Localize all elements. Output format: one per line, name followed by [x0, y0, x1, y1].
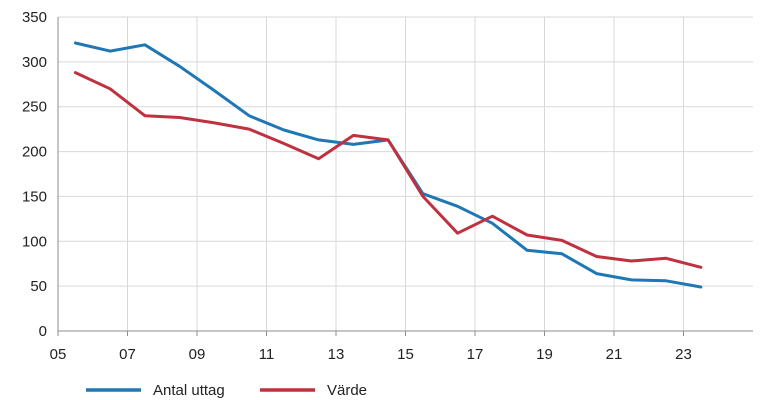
y-tick-label: 150 — [22, 188, 47, 205]
x-tick-label: 19 — [536, 346, 553, 363]
y-tick-label: 100 — [22, 233, 47, 250]
y-tick-label: 300 — [22, 54, 47, 71]
legend: Antal uttag Värde — [86, 382, 367, 399]
x-tick-label: 21 — [606, 346, 623, 363]
x-tick-label: 11 — [259, 346, 275, 363]
x-tick-label: 13 — [328, 346, 345, 363]
y-tick-label: 350 — [22, 9, 47, 26]
y-tick-label: 0 — [39, 323, 47, 340]
y-tick-label: 200 — [22, 144, 47, 161]
legend-label-0: Antal uttag — [153, 382, 225, 399]
series-line-1 — [73, 71, 703, 269]
series-lines — [73, 41, 703, 289]
series-line-0 — [73, 41, 703, 289]
y-tick-label: 250 — [22, 99, 47, 116]
grid — [58, 16, 753, 331]
x-tick-label: 05 — [50, 346, 67, 363]
x-tick-label: 23 — [675, 346, 692, 363]
x-tick-label: 15 — [397, 346, 414, 363]
x-tick-label: 09 — [189, 346, 206, 363]
axes: 0 50 100 150 200 250 300 350 05 07 09 11 13 15 17 19 21 2… — [22, 9, 753, 363]
x-tick-label: 17 — [467, 346, 484, 363]
legend-label-1: Värde — [327, 382, 367, 399]
x-tick-label: 07 — [119, 346, 136, 363]
y-tick-label: 50 — [30, 278, 47, 295]
